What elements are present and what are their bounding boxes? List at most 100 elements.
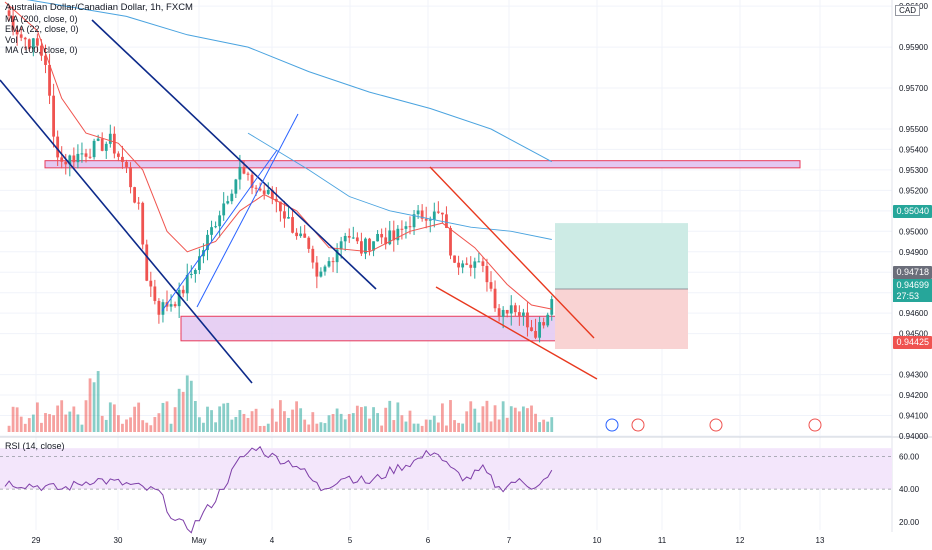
volume-bar bbox=[238, 410, 242, 432]
candle-body bbox=[218, 215, 222, 227]
volume-bar bbox=[315, 423, 319, 432]
volume-bar bbox=[254, 408, 258, 432]
candle-body bbox=[550, 299, 554, 315]
volume-bar bbox=[104, 419, 108, 432]
candle-body bbox=[538, 322, 541, 338]
candle-body bbox=[360, 241, 363, 254]
volume-bar bbox=[60, 400, 64, 432]
volume-bar bbox=[513, 407, 517, 432]
volume-bar bbox=[473, 408, 477, 432]
volume-bar bbox=[177, 388, 181, 432]
volume-bar bbox=[72, 406, 76, 432]
candle-body bbox=[449, 227, 452, 256]
candle-body bbox=[198, 256, 201, 271]
volume-bar bbox=[412, 423, 416, 432]
time-axis-label: 4 bbox=[270, 536, 275, 545]
volume-bar bbox=[307, 424, 311, 432]
volume-bar bbox=[226, 402, 230, 432]
candle-body bbox=[509, 305, 513, 314]
candle-body bbox=[72, 155, 76, 163]
candle-body bbox=[355, 237, 359, 242]
target-price-tag: 0.95040 bbox=[893, 205, 932, 218]
candle-body bbox=[408, 226, 412, 228]
rsi-axis-label: 20.00 bbox=[899, 518, 920, 527]
economic-event-icon bbox=[631, 418, 645, 432]
time-axis-label: 29 bbox=[32, 536, 41, 545]
volume-bar bbox=[270, 408, 274, 432]
volume-bar bbox=[44, 413, 47, 432]
wedge-lower-line bbox=[435, 286, 598, 380]
candle-body bbox=[23, 37, 27, 40]
candle-body bbox=[319, 271, 323, 277]
candle-body bbox=[327, 261, 331, 267]
volume-bar bbox=[420, 425, 424, 432]
time-axis-label: May bbox=[191, 536, 206, 545]
volume-bar bbox=[287, 417, 290, 432]
volume-bar bbox=[360, 407, 363, 432]
currency-badge[interactable]: CAD bbox=[895, 5, 920, 16]
candle-body bbox=[339, 241, 343, 250]
candle-body bbox=[384, 237, 388, 245]
volume-bar bbox=[384, 407, 388, 432]
volume-bar bbox=[517, 411, 521, 432]
volume-bar bbox=[262, 425, 266, 432]
volume-bar bbox=[509, 406, 513, 432]
legend-title: Australian Dollar/Canadian Dollar, 1h, F… bbox=[5, 2, 193, 13]
volume-bar bbox=[80, 424, 84, 432]
volume-bar bbox=[173, 407, 177, 432]
candle-body bbox=[242, 166, 246, 174]
descending-channel-upper-line bbox=[91, 19, 377, 290]
volume-bar bbox=[283, 411, 286, 432]
volume-bar bbox=[145, 422, 149, 432]
time-axis-label: 10 bbox=[593, 536, 602, 545]
candle-body bbox=[493, 288, 497, 309]
candle-body bbox=[96, 138, 100, 141]
volume-bar bbox=[11, 406, 15, 432]
price-axis-label: 0.95400 bbox=[899, 145, 928, 154]
candle-body bbox=[323, 266, 327, 272]
rsi-axis-label: 60.00 bbox=[899, 452, 920, 461]
candle-body bbox=[505, 309, 509, 314]
volume-bar bbox=[19, 416, 23, 432]
time-axis-label: 7 bbox=[507, 536, 512, 545]
volume-bar bbox=[469, 401, 473, 432]
candle-body bbox=[445, 214, 448, 228]
chart-legend: Australian Dollar/Canadian Dollar, 1h, F… bbox=[5, 2, 193, 56]
price-axis-label: 0.95200 bbox=[899, 186, 928, 195]
volume-bar bbox=[56, 405, 60, 432]
candle-body bbox=[473, 261, 477, 268]
volume-bar bbox=[546, 421, 550, 432]
candle-body bbox=[206, 234, 209, 251]
candle-body bbox=[335, 249, 339, 263]
volume-bar bbox=[465, 411, 469, 432]
rsi-axis-label: 40.00 bbox=[899, 485, 920, 494]
candle-body bbox=[542, 322, 546, 326]
candle-body bbox=[372, 241, 375, 251]
volume-bar bbox=[550, 417, 554, 432]
volume-bar bbox=[343, 419, 347, 432]
bar-countdown: 27:53 bbox=[896, 290, 919, 301]
candle-body bbox=[11, 15, 15, 30]
candle-body bbox=[31, 38, 35, 49]
time-axis-label: 11 bbox=[658, 536, 667, 545]
candle-body bbox=[117, 153, 120, 157]
candle-body bbox=[169, 304, 173, 307]
price-axis-label: 0.94100 bbox=[899, 412, 928, 421]
volume-bar bbox=[339, 413, 343, 432]
wedge-upper-line bbox=[429, 166, 595, 339]
volume-bar bbox=[291, 409, 294, 432]
candle-body bbox=[513, 305, 517, 313]
price-axis-label: 0.94900 bbox=[899, 248, 928, 257]
candle-body bbox=[92, 140, 96, 158]
candle-body bbox=[129, 167, 132, 188]
candle-body bbox=[299, 233, 303, 237]
volume-bar bbox=[351, 413, 355, 432]
volume-bar bbox=[185, 375, 189, 432]
volume-bar bbox=[64, 414, 68, 432]
volume-bar bbox=[449, 400, 452, 432]
candle-body bbox=[526, 312, 529, 328]
candle-body bbox=[432, 211, 436, 220]
volume-bar bbox=[157, 413, 161, 432]
volume-bar bbox=[453, 420, 456, 432]
